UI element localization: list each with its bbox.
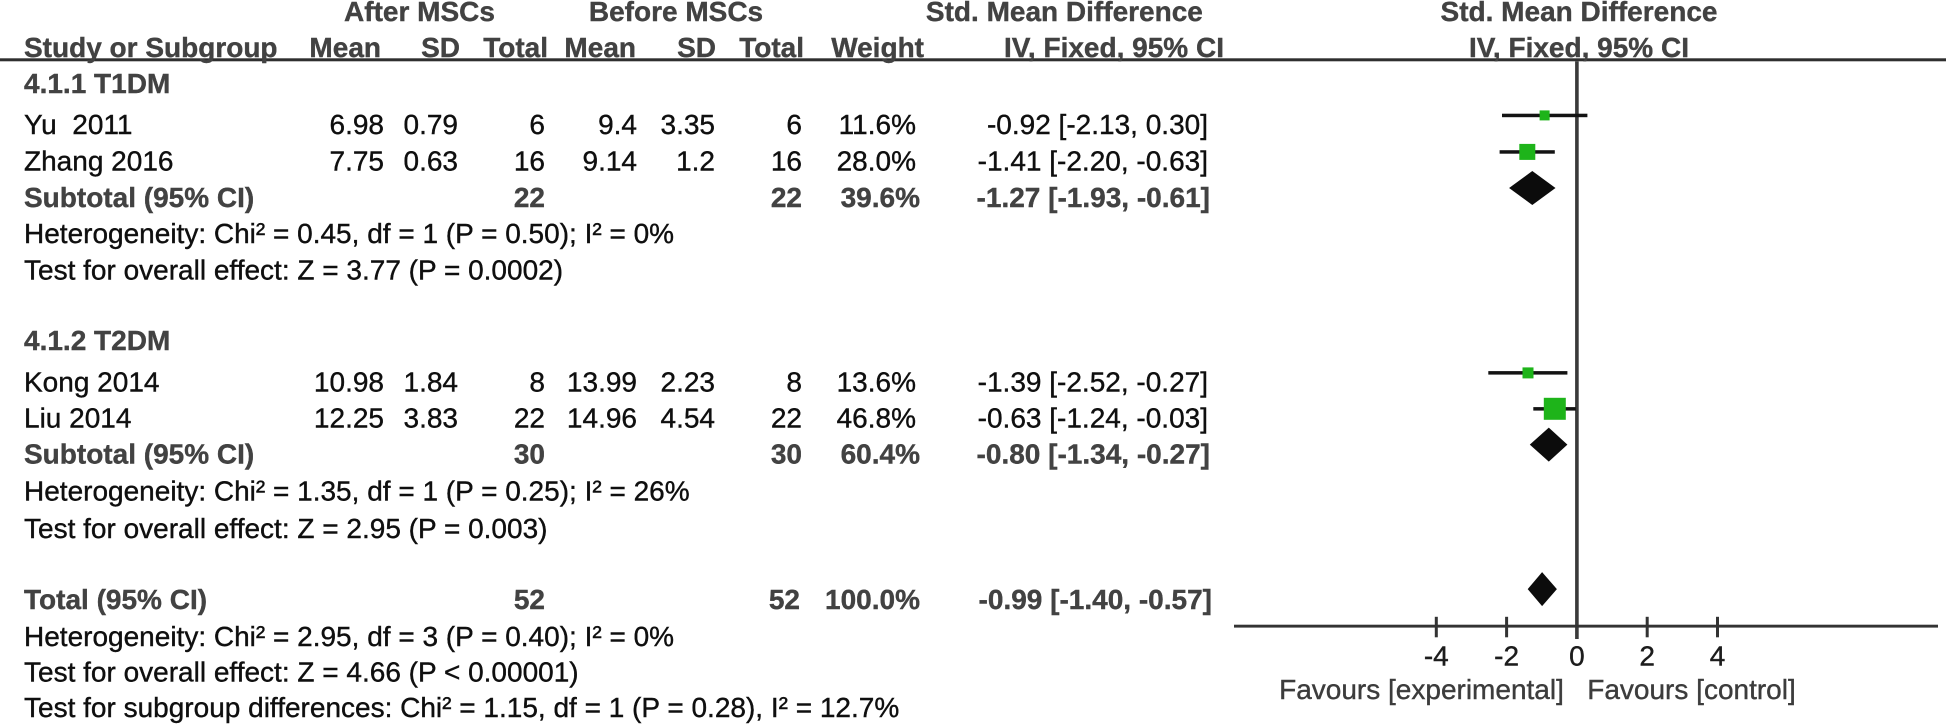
svg-text:14.96: 14.96 [567, 403, 637, 434]
svg-text:Heterogeneity: Chi² = 0.45, df: Heterogeneity: Chi² = 0.45, df = 1 (P = … [24, 218, 674, 249]
svg-text:-0.92 [-2.13, 0.30]: -0.92 [-2.13, 0.30] [987, 109, 1208, 140]
svg-text:Test for overall effect: Z = 3: Test for overall effect: Z = 3.77 (P = 0… [24, 255, 563, 286]
svg-text:Test for overall effect: Z = 4: Test for overall effect: Z = 4.66 (P < 0… [24, 657, 579, 688]
svg-text:3.83: 3.83 [404, 403, 459, 434]
svg-text:-0.63 [-1.24, -0.03]: -0.63 [-1.24, -0.03] [978, 403, 1208, 434]
svg-text:Weight: Weight [831, 32, 924, 63]
svg-text:Heterogeneity: Chi² = 1.35, df: Heterogeneity: Chi² = 1.35, df = 1 (P = … [24, 476, 690, 507]
svg-text:Favours [experimental]: Favours [experimental] [1279, 674, 1564, 705]
svg-text:52: 52 [514, 584, 545, 615]
svg-text:Zhang 2016: Zhang 2016 [24, 146, 173, 177]
svg-text:4.54: 4.54 [661, 403, 716, 434]
svg-text:22: 22 [771, 182, 802, 213]
svg-text:4.1.1 T1DM: 4.1.1 T1DM [24, 68, 170, 99]
svg-text:Liu 2014: Liu 2014 [24, 403, 131, 434]
svg-text:IV, Fixed, 95% CI: IV, Fixed, 95% CI [1004, 32, 1224, 63]
svg-text:4: 4 [1710, 641, 1726, 672]
svg-text:4.1.2 T2DM: 4.1.2 T2DM [24, 325, 170, 356]
svg-text:Yu 2011: Yu 2011 [24, 109, 132, 140]
svg-text:-0.99 [-1.40, -0.57]: -0.99 [-1.40, -0.57] [979, 584, 1212, 615]
svg-text:-1.41 [-2.20, -0.63]: -1.41 [-2.20, -0.63] [978, 146, 1208, 177]
svg-text:60.4%: 60.4% [841, 439, 920, 470]
svg-text:Heterogeneity: Chi² = 2.95, df: Heterogeneity: Chi² = 2.95, df = 3 (P = … [24, 621, 674, 652]
svg-text:22: 22 [771, 403, 802, 434]
svg-text:Kong 2014: Kong 2014 [24, 367, 159, 398]
svg-text:22: 22 [514, 403, 545, 434]
svg-text:0.63: 0.63 [404, 146, 459, 177]
svg-text:1.84: 1.84 [404, 367, 459, 398]
svg-text:2.23: 2.23 [661, 367, 716, 398]
svg-text:13.6%: 13.6% [837, 367, 916, 398]
svg-text:28.0%: 28.0% [837, 146, 916, 177]
svg-text:Favours [control]: Favours [control] [1587, 674, 1796, 705]
svg-text:10.98: 10.98 [314, 367, 384, 398]
svg-text:0.79: 0.79 [404, 109, 459, 140]
svg-text:SD: SD [421, 32, 460, 63]
svg-text:9.4: 9.4 [598, 109, 637, 140]
svg-text:8: 8 [529, 367, 545, 398]
svg-text:16: 16 [771, 146, 802, 177]
svg-text:13.99: 13.99 [567, 367, 637, 398]
svg-text:22: 22 [514, 182, 545, 213]
svg-text:46.8%: 46.8% [837, 403, 916, 434]
svg-text:SD: SD [677, 32, 716, 63]
svg-text:Subtotal (95% CI): Subtotal (95% CI) [24, 182, 254, 213]
svg-text:Test for overall effect: Z = 2: Test for overall effect: Z = 2.95 (P = 0… [24, 513, 547, 544]
svg-text:Subtotal (95% CI): Subtotal (95% CI) [24, 439, 254, 470]
svg-text:6: 6 [529, 109, 545, 140]
svg-text:52: 52 [769, 584, 800, 615]
svg-text:-0.80 [-1.34, -0.27]: -0.80 [-1.34, -0.27] [977, 439, 1210, 470]
svg-text:16: 16 [514, 146, 545, 177]
svg-text:30: 30 [771, 439, 802, 470]
svg-text:Study or Subgroup: Study or Subgroup [24, 32, 278, 63]
svg-text:6: 6 [786, 109, 802, 140]
svg-text:After MSCs: After MSCs [344, 0, 495, 27]
svg-text:1.2: 1.2 [676, 146, 715, 177]
svg-text:7.75: 7.75 [330, 146, 385, 177]
svg-text:-1.27 [-1.93, -0.61]: -1.27 [-1.93, -0.61] [977, 182, 1210, 213]
svg-text:Mean: Mean [309, 32, 381, 63]
svg-text:Std. Mean Difference: Std. Mean Difference [926, 0, 1203, 27]
svg-text:-2: -2 [1494, 641, 1519, 672]
svg-text:Before MSCs: Before MSCs [589, 0, 763, 27]
svg-text:39.6%: 39.6% [841, 182, 920, 213]
svg-text:2: 2 [1639, 641, 1655, 672]
svg-text:6.98: 6.98 [330, 109, 385, 140]
svg-text:-4: -4 [1424, 641, 1449, 672]
svg-text:3.35: 3.35 [661, 109, 716, 140]
svg-text:Total: Total [739, 32, 804, 63]
svg-text:-1.39 [-2.52, -0.27]: -1.39 [-2.52, -0.27] [978, 367, 1208, 398]
svg-text:100.0%: 100.0% [825, 584, 920, 615]
svg-text:8: 8 [786, 367, 802, 398]
svg-text:IV, Fixed, 95% CI: IV, Fixed, 95% CI [1469, 32, 1689, 63]
svg-text:11.6%: 11.6% [839, 109, 916, 140]
svg-text:Mean: Mean [564, 32, 636, 63]
svg-text:Test for subgroup differences:: Test for subgroup differences: Chi² = 1.… [24, 692, 899, 723]
svg-text:Total: Total [483, 32, 548, 63]
svg-text:12.25: 12.25 [314, 403, 384, 434]
svg-text:Total (95% CI): Total (95% CI) [24, 584, 207, 615]
svg-text:9.14: 9.14 [583, 146, 638, 177]
svg-text:0: 0 [1569, 641, 1585, 672]
svg-text:Std. Mean Difference: Std. Mean Difference [1441, 0, 1718, 27]
svg-text:30: 30 [514, 439, 545, 470]
